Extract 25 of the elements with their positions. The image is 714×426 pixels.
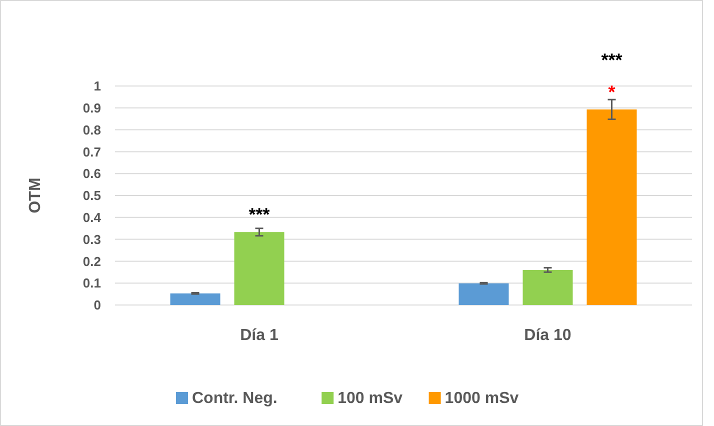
y-axis-title: OTM — [27, 178, 44, 214]
bar — [458, 283, 509, 305]
y-tick-label: 0.2 — [82, 254, 101, 269]
legend-label: Contr. Neg. — [192, 390, 278, 407]
y-tick-label: 0.5 — [82, 188, 101, 204]
y-tick-label: 0.3 — [82, 232, 101, 247]
annotation: *** — [248, 204, 270, 225]
bar — [170, 293, 220, 305]
y-tick-label: 0.4 — [82, 210, 102, 225]
bar — [234, 232, 284, 305]
y-tick-label: 0.1 — [82, 276, 101, 291]
y-tick-label: 0.8 — [82, 122, 101, 138]
y-tick-label: 0.7 — [82, 144, 101, 160]
annotation: * — [608, 82, 616, 102]
y-tick-label: 0.6 — [82, 166, 101, 182]
y-tick-label: 0.9 — [82, 100, 101, 116]
legend-label: 1000 mSv — [444, 390, 519, 407]
x-tick-label: Día 10 — [524, 327, 572, 344]
bar — [586, 109, 637, 305]
text: *** — [601, 50, 622, 70]
legend-label: 100 mSv — [338, 390, 403, 407]
y-tick-label: 1 — [94, 78, 101, 94]
x-tick-label: Día 1 — [240, 327, 278, 344]
y-tick-label: 0 — [94, 298, 101, 313]
bar — [522, 270, 573, 305]
